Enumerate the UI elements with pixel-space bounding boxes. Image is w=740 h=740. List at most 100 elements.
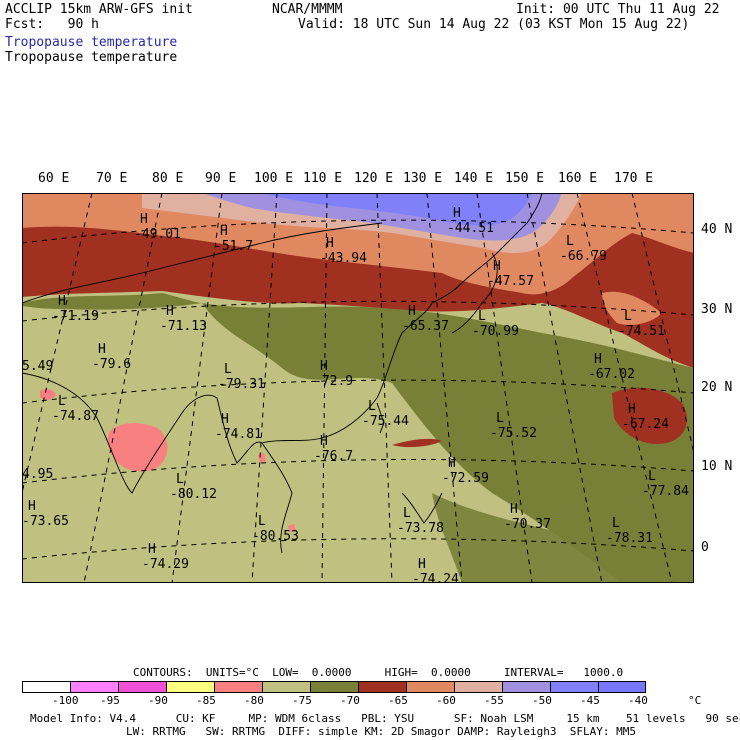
lon-label: 150 E (505, 171, 545, 186)
extremum-symbol: H (493, 259, 501, 274)
shade-minus70 (432, 493, 642, 583)
legend-swatch (310, 681, 358, 693)
legend-swatch (118, 681, 166, 693)
extremum-symbol: L (403, 506, 411, 521)
extrema-labels: H-49.01 H-51.7 H-43.94H-44.51L-66.79H-47.5… (22, 206, 689, 583)
legend-swatch (358, 681, 406, 693)
shade-minus80 (40, 388, 56, 400)
extremum-value: -75.44 (362, 414, 409, 429)
legend-label: -80 (244, 694, 264, 707)
extremum-symbol: H (220, 224, 228, 239)
extremum-value: -70.37 (504, 517, 551, 532)
lon-label: 60 E (38, 171, 70, 186)
extremum-symbol: H (98, 342, 106, 357)
extremum-value: -71.19 (52, 309, 99, 324)
extremum-symbol: H (166, 304, 174, 319)
model-title: ACCLIP 15km ARW-GFS init (5, 2, 193, 17)
extremum-value: -44.51 (447, 221, 494, 236)
lat-label: 30 N (701, 302, 733, 317)
legend-swatch (550, 681, 598, 693)
extremum-value: -74.87 (52, 409, 99, 424)
extremum-symbol: L (258, 514, 266, 529)
contour-field-label: Tropopause temperature (5, 50, 178, 65)
tropopause-temperature-map: H-49.01 H-51.7 H-43.94H-44.51L-66.79H-47.5… (22, 193, 694, 583)
extremum-value: -74.24 (412, 572, 459, 583)
lon-label: 130 E (403, 171, 443, 186)
legend-label: -40 (628, 694, 648, 707)
extremum-symbol: H (408, 304, 416, 319)
extremum-value: -71.13 (160, 319, 207, 334)
extremum-value: -43.94 (320, 251, 367, 266)
center-label: NCAR/MMMM (272, 2, 343, 17)
extremum-value: -80.53 (252, 529, 299, 544)
extremum-symbol: H (28, 499, 36, 514)
extremum-value: 5.49 (22, 359, 53, 374)
extremum-value: -73.65 (22, 514, 69, 529)
lon-label: 80 E (152, 171, 184, 186)
extremum-value: -67.24 (622, 417, 669, 432)
extremum-value: -67.02 (588, 367, 635, 382)
extremum-symbol: H (320, 359, 328, 374)
model-info: Model Info: V4.4 CU: KF MP: WDM 6class P… (30, 712, 740, 725)
extremum-value: -79.6 (92, 357, 131, 372)
extremum-value: -73.78 (397, 521, 444, 536)
extremum-symbol: H (140, 212, 148, 227)
extremum-symbol: H (221, 412, 229, 427)
shade-minus80 (107, 423, 168, 472)
extremum-symbol: H (418, 557, 426, 572)
extremum-symbol: L (224, 362, 232, 377)
init-time: Init: 00 UTC Thu 11 Aug 22 (516, 2, 720, 17)
map-frame (22, 193, 694, 583)
extremum-symbol: L (496, 411, 504, 426)
extremum-symbol: H (320, 434, 328, 449)
legend-label: -55 (484, 694, 504, 707)
extremum-value: -65.37 (402, 319, 449, 334)
lon-label: 110 E (303, 171, 343, 186)
lat-label: 10 N (701, 459, 733, 474)
shaded-field-label: Tropopause temperature (5, 35, 178, 50)
shade-minus70 (22, 293, 202, 310)
lon-label: 90 E (205, 171, 237, 186)
extremum-value: -79.31 (218, 377, 265, 392)
extremum-value: -78.31 (606, 531, 653, 546)
extremum-symbol: H (448, 456, 456, 471)
extremum-value: -76.7 (314, 449, 353, 464)
legend-label: -85 (196, 694, 216, 707)
lon-label: 120 E (354, 171, 394, 186)
legend-label: -75 (292, 694, 312, 707)
legend-label: -45 (580, 694, 600, 707)
extremum-symbol: H (510, 502, 518, 517)
legend-swatch (262, 681, 310, 693)
extremum-value: -80.12 (170, 487, 217, 502)
legend-label: -50 (532, 694, 552, 707)
extremum-value: -70.99 (472, 324, 519, 339)
shade-minus45 (262, 193, 532, 226)
extremum-symbol: H (628, 402, 636, 417)
extremum-symbol: L (612, 516, 620, 531)
legend-swatch (214, 681, 262, 693)
legend-label: -65 (388, 694, 408, 707)
extremum-value: -74.81 (215, 427, 262, 442)
legend-swatch (406, 681, 454, 693)
legend-swatch (70, 681, 118, 693)
extremum-symbol: L (368, 399, 376, 414)
extremum-symbol: H (453, 206, 461, 221)
extremum-value: -72.59 (442, 471, 489, 486)
extremum-value: -77.84 (642, 484, 689, 499)
extremum-symbol: L (58, 394, 66, 409)
shade-minus65 (392, 438, 442, 448)
extremum-value: 4.95 (22, 467, 53, 482)
legend-swatch (454, 681, 502, 693)
lon-label: 100 E (254, 171, 294, 186)
legend-label: -90 (148, 694, 168, 707)
legend-label: °C (688, 694, 702, 707)
forecast-hour: Fcst: 90 h (5, 17, 99, 32)
lat-label: 0 (701, 540, 709, 555)
extremum-symbol: L (566, 234, 574, 249)
lat-label: 20 N (701, 380, 733, 395)
legend-swatch (166, 681, 214, 693)
extremum-value: -47.57 (487, 274, 534, 289)
extremum-value: -66.79 (560, 249, 607, 264)
shade-minus65 (612, 387, 687, 444)
extremum-symbol: H (148, 542, 156, 557)
